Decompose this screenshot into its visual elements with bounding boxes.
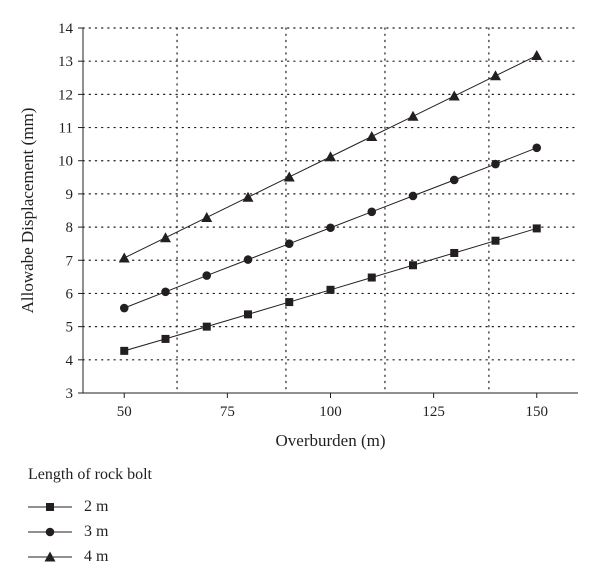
data-point xyxy=(407,110,419,121)
data-point xyxy=(366,131,378,142)
legend-entry: 4 m xyxy=(28,544,152,569)
y-axis-ticks: 3 4 5 6 7 8 9 10 11 12 13 14 xyxy=(58,21,83,402)
y-tick-label: 14 xyxy=(58,21,74,37)
data-point xyxy=(491,159,500,169)
x-tick-label: 100 xyxy=(319,404,342,420)
data-point xyxy=(202,322,211,331)
data-point xyxy=(532,224,541,233)
data-point xyxy=(449,175,459,185)
legend-label: 3 m xyxy=(84,522,109,540)
data-point xyxy=(285,298,294,307)
y-tick-label: 7 xyxy=(66,253,74,269)
y-tick-label: 9 xyxy=(66,187,74,203)
x-axis-label: Overburden (m) xyxy=(276,431,386,450)
data-point xyxy=(531,50,543,61)
axes xyxy=(82,28,578,394)
x-tick-label: 50 xyxy=(117,404,132,420)
y-tick-label: 8 xyxy=(66,220,74,236)
legend-title: Length of rock bolt xyxy=(28,466,152,483)
data-point xyxy=(325,151,336,162)
y-tick-label: 5 xyxy=(66,320,74,336)
data-point xyxy=(490,70,501,81)
data-point xyxy=(244,310,252,319)
y-tick-label: 12 xyxy=(58,87,73,103)
legend-swatch-circle xyxy=(28,527,72,536)
data-point xyxy=(118,252,130,263)
data-point xyxy=(120,346,129,355)
data-point xyxy=(284,239,294,248)
legend-entry: 2 m xyxy=(28,494,152,519)
data-point xyxy=(161,287,170,297)
data-point xyxy=(202,271,212,280)
legend-label: 4 m xyxy=(84,547,109,565)
x-tick-label: 75 xyxy=(220,404,235,420)
series-3m xyxy=(119,143,542,313)
data-point xyxy=(491,236,500,245)
y-tick-label: 6 xyxy=(66,286,74,302)
y-tick-label: 3 xyxy=(66,386,74,402)
grid-lines xyxy=(82,27,579,394)
data-point xyxy=(242,191,254,202)
legend-swatch-triangle xyxy=(28,551,72,561)
legend: Length of rock bolt 2 m 3 m 4 m xyxy=(28,466,152,569)
series-4m xyxy=(118,50,543,263)
y-axis-label: Allowabe Displacement (mm) xyxy=(18,108,37,314)
data-point xyxy=(367,207,377,217)
legend-label: 2 m xyxy=(84,497,109,515)
y-tick-label: 11 xyxy=(59,121,73,137)
data-point xyxy=(160,232,171,243)
legend-entry: 3 m xyxy=(28,519,152,544)
legend-marker xyxy=(45,527,55,536)
data-point xyxy=(450,248,459,257)
y-tick-label: 13 xyxy=(58,54,73,70)
x-tick-label: 125 xyxy=(422,404,445,420)
series-2m xyxy=(120,224,541,355)
data-point xyxy=(283,171,295,182)
legend-swatch-square xyxy=(28,502,72,511)
data-point xyxy=(243,255,253,264)
data-point xyxy=(326,223,335,233)
data-point xyxy=(448,90,460,101)
legend-entries: 2 m 3 m 4 m xyxy=(28,494,152,569)
data-point xyxy=(408,191,418,201)
data-point xyxy=(201,211,213,222)
data-point xyxy=(367,273,376,282)
data-point xyxy=(119,303,129,313)
legend-marker xyxy=(44,551,56,561)
data-point xyxy=(161,334,170,343)
y-tick-label: 10 xyxy=(58,154,73,170)
x-tick-label: 150 xyxy=(526,404,549,420)
data-point xyxy=(532,143,542,153)
legend-marker xyxy=(46,502,54,511)
y-tick-label: 4 xyxy=(66,353,74,369)
line-chart: 3 4 5 6 7 8 9 10 11 12 13 14 50 75 100 125 150 Overburd… xyxy=(18,21,579,450)
data-series xyxy=(118,50,543,355)
x-axis-ticks: 50 75 100 125 150 xyxy=(117,393,548,420)
data-point xyxy=(326,285,335,294)
data-point xyxy=(409,261,417,270)
